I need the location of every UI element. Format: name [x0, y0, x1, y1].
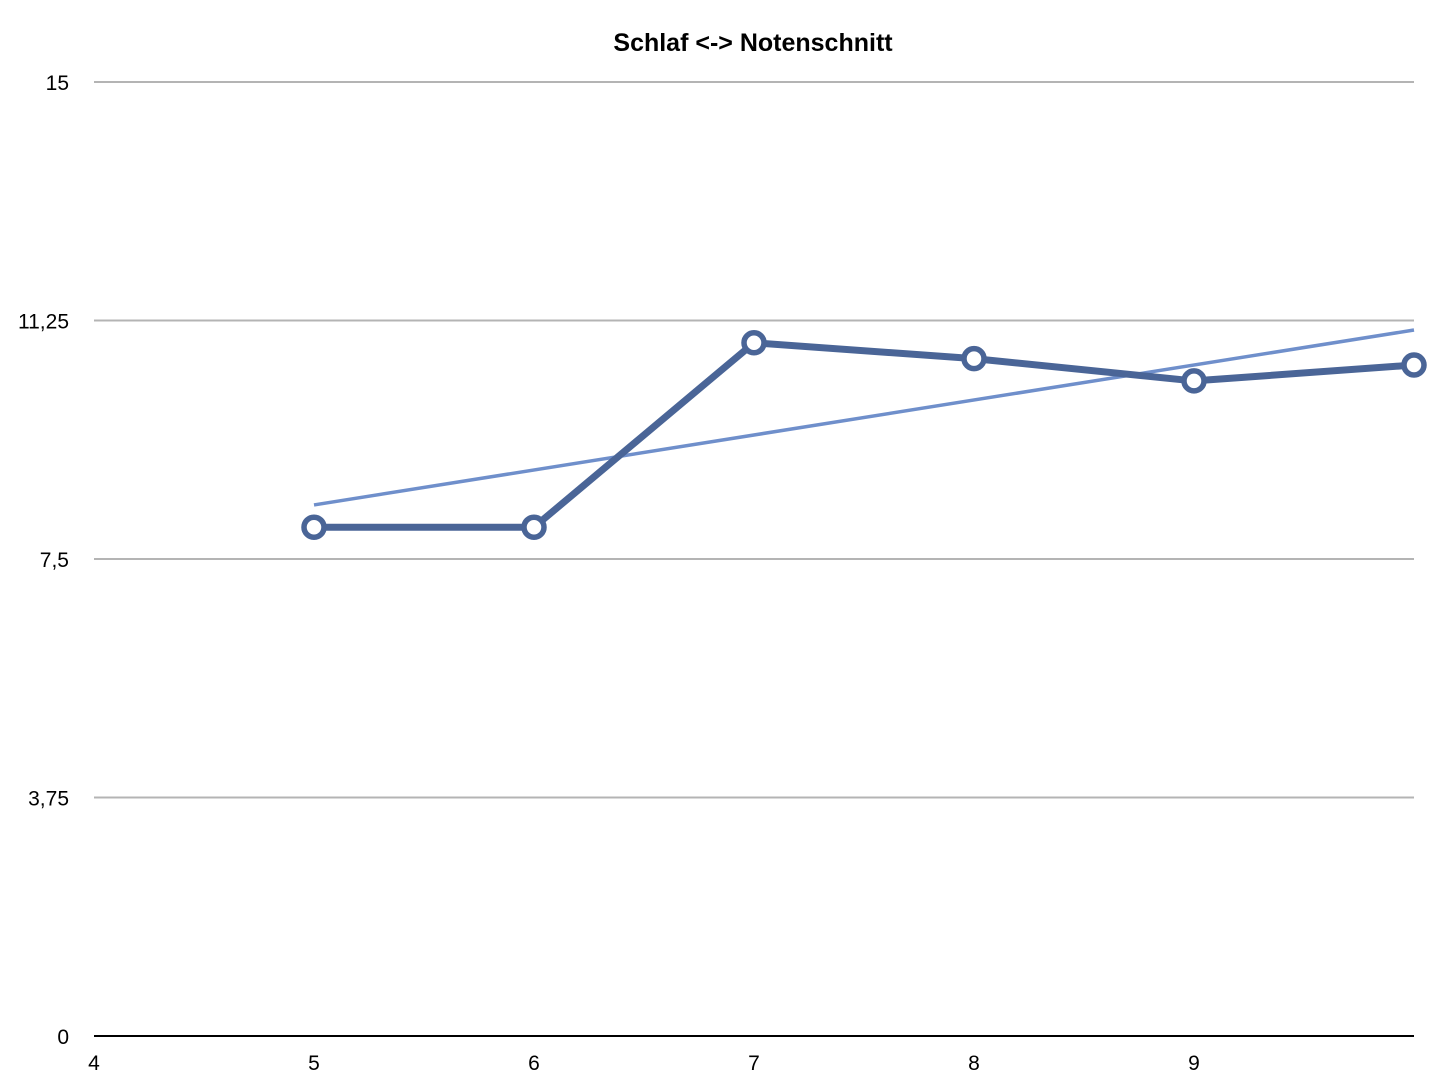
- series-layer: [301, 328, 1427, 540]
- data-point-marker: [741, 330, 767, 356]
- y-tick-label: 0: [57, 1026, 69, 1049]
- data-point-marker: [1401, 352, 1427, 378]
- y-tick-label: 3,75: [28, 788, 69, 811]
- data-point-marker: [1181, 368, 1207, 394]
- chart-title: Schlaf <-> Notenschnitt: [613, 29, 893, 57]
- x-tick-label: 4: [88, 1052, 100, 1075]
- data-series-line: [310, 339, 1418, 531]
- data-point-marker: [521, 514, 547, 540]
- x-tick-label: 8: [968, 1052, 980, 1075]
- y-axis-tick-labels: 0 3,75 7,5 11,25 15: [18, 72, 69, 1049]
- y-tick-label: 7,5: [40, 549, 69, 572]
- grid-lines: [94, 81, 1414, 799]
- x-tick-label: 9: [1188, 1052, 1200, 1075]
- x-tick-label: 7: [748, 1052, 760, 1075]
- x-axis-tick-labels: 4 5 6 7 8 9: [88, 1052, 1200, 1075]
- data-point-marker: [961, 345, 987, 372]
- x-tick-label: 6: [528, 1052, 540, 1075]
- data-point-marker: [301, 514, 327, 540]
- y-tick-label: 11,25: [18, 311, 69, 334]
- y-tick-label: 15: [46, 72, 69, 95]
- x-tick-label: 5: [308, 1052, 320, 1075]
- trend-line: [313, 328, 1415, 507]
